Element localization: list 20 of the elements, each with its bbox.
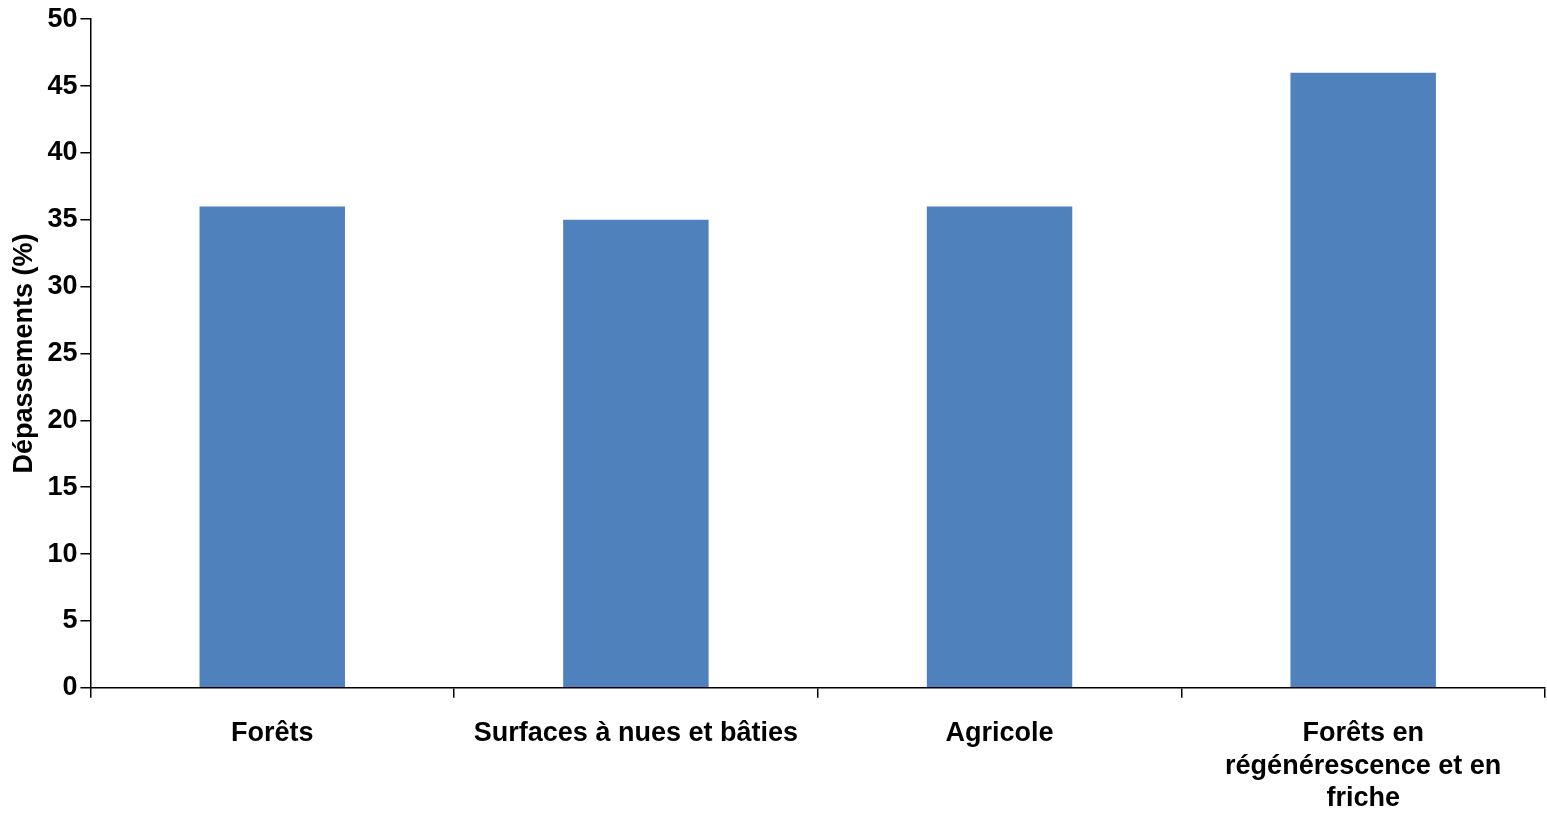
- y-tick-label: 20: [47, 403, 78, 434]
- y-tick-label: 50: [47, 2, 78, 33]
- y-tick-label: 30: [47, 270, 78, 301]
- x-tick-label: Forêts: [230, 717, 314, 748]
- y-tick-label: 0: [62, 671, 78, 702]
- y-tick-label: 5: [62, 604, 78, 635]
- bar: [563, 219, 709, 688]
- bar: [199, 206, 345, 688]
- y-tick-label: 40: [47, 136, 78, 167]
- y-tick-label: 35: [47, 203, 78, 234]
- y-tick-label: 45: [47, 69, 78, 100]
- y-tick-label: 25: [47, 336, 78, 367]
- y-axis-title: Dépassements (%): [7, 233, 38, 474]
- x-tick-label: Agricole: [945, 717, 1054, 748]
- bar: [926, 206, 1073, 688]
- x-tick-label: Forêts en régénérescence et en friche: [1225, 717, 1502, 813]
- x-tick-label: Surfaces à nues et bâties: [473, 717, 798, 748]
- y-tick-label: 10: [47, 537, 78, 568]
- y-tick-label: 15: [47, 470, 78, 501]
- bar: [1290, 72, 1436, 688]
